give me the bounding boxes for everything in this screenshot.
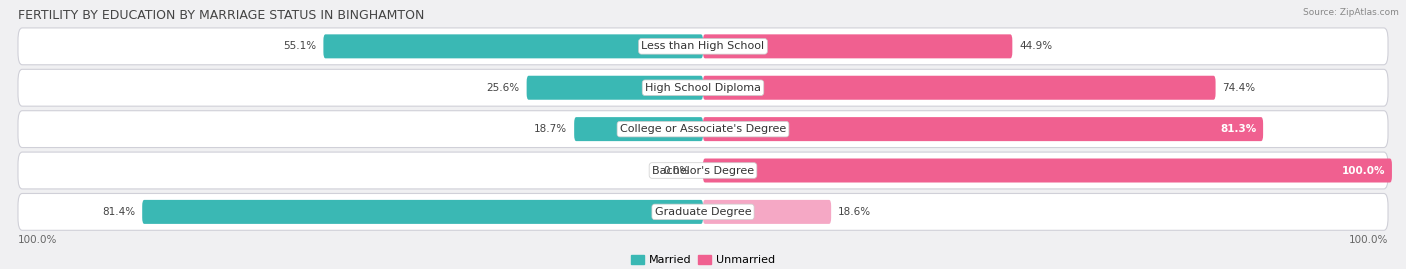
Text: 44.9%: 44.9% (1019, 41, 1052, 51)
FancyBboxPatch shape (703, 76, 1216, 100)
Text: 81.3%: 81.3% (1220, 124, 1256, 134)
FancyBboxPatch shape (18, 69, 1388, 106)
Text: College or Associate's Degree: College or Associate's Degree (620, 124, 786, 134)
FancyBboxPatch shape (703, 34, 1012, 58)
Text: Bachelor's Degree: Bachelor's Degree (652, 165, 754, 175)
Text: High School Diploma: High School Diploma (645, 83, 761, 93)
Text: 18.7%: 18.7% (534, 124, 567, 134)
FancyBboxPatch shape (142, 200, 703, 224)
FancyBboxPatch shape (574, 117, 703, 141)
Text: 18.6%: 18.6% (838, 207, 872, 217)
Text: 74.4%: 74.4% (1222, 83, 1256, 93)
Text: 55.1%: 55.1% (284, 41, 316, 51)
Text: 0.0%: 0.0% (664, 165, 689, 175)
FancyBboxPatch shape (703, 200, 831, 224)
FancyBboxPatch shape (703, 117, 1263, 141)
Text: 100.0%: 100.0% (1348, 235, 1388, 245)
FancyBboxPatch shape (18, 193, 1388, 230)
Text: Source: ZipAtlas.com: Source: ZipAtlas.com (1303, 8, 1399, 17)
Text: 25.6%: 25.6% (486, 83, 520, 93)
FancyBboxPatch shape (323, 34, 703, 58)
Text: 100.0%: 100.0% (1341, 165, 1385, 175)
FancyBboxPatch shape (18, 111, 1388, 147)
FancyBboxPatch shape (18, 152, 1388, 189)
FancyBboxPatch shape (703, 158, 1392, 182)
FancyBboxPatch shape (527, 76, 703, 100)
Text: 81.4%: 81.4% (103, 207, 135, 217)
Text: FERTILITY BY EDUCATION BY MARRIAGE STATUS IN BINGHAMTON: FERTILITY BY EDUCATION BY MARRIAGE STATU… (18, 9, 425, 22)
Text: Less than High School: Less than High School (641, 41, 765, 51)
Text: 100.0%: 100.0% (18, 235, 58, 245)
FancyBboxPatch shape (18, 28, 1388, 65)
Legend: Married, Unmarried: Married, Unmarried (627, 250, 779, 269)
Text: Graduate Degree: Graduate Degree (655, 207, 751, 217)
